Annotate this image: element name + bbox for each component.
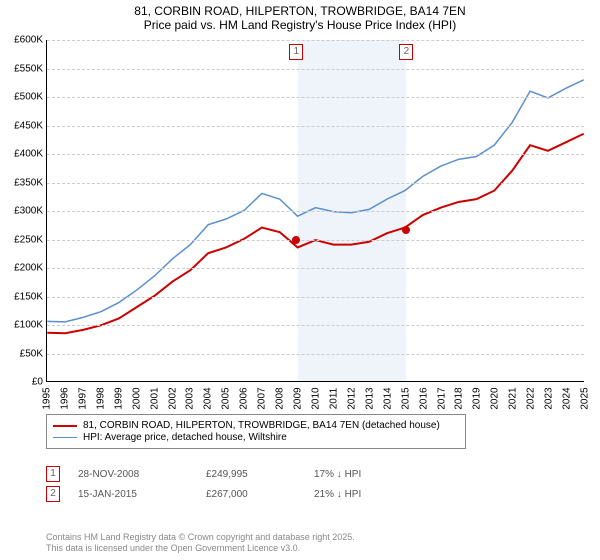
x-axis-label: 2017 bbox=[436, 387, 447, 409]
x-axis-label: 1997 bbox=[77, 387, 88, 409]
gridline bbox=[47, 240, 584, 241]
sale-marker-mini: 2 bbox=[46, 486, 60, 502]
y-axis-label: £50K bbox=[20, 348, 43, 359]
x-axis-label: 2016 bbox=[418, 387, 429, 409]
y-axis-label: £300K bbox=[14, 206, 43, 217]
x-axis-label: 2024 bbox=[562, 387, 573, 409]
sale-marker-box: 2 bbox=[399, 44, 413, 60]
gridline bbox=[47, 268, 584, 269]
gridline bbox=[47, 154, 584, 155]
gridline bbox=[47, 297, 584, 298]
legend-swatch bbox=[53, 437, 77, 438]
x-axis-label: 2009 bbox=[293, 387, 304, 409]
x-axis-label: 1999 bbox=[113, 387, 124, 409]
footer-copyright: Contains HM Land Registry data © Crown c… bbox=[46, 532, 355, 543]
y-axis-label: £350K bbox=[14, 177, 43, 188]
x-axis-label: 2012 bbox=[346, 387, 357, 409]
sale-date: 15-JAN-2015 bbox=[78, 489, 188, 500]
gridline bbox=[47, 97, 584, 98]
y-axis-label: £150K bbox=[14, 291, 43, 302]
x-axis-label: 2004 bbox=[203, 387, 214, 409]
x-axis-label: 2010 bbox=[311, 387, 322, 409]
legend-label: HPI: Average price, detached house, Wilt… bbox=[83, 432, 287, 443]
x-axis-label: 2000 bbox=[131, 387, 142, 409]
gridline bbox=[47, 126, 584, 127]
gridline bbox=[47, 211, 584, 212]
sale-price: £249,995 bbox=[206, 469, 296, 480]
y-axis-label: £200K bbox=[14, 263, 43, 274]
x-axis-label: 2025 bbox=[580, 387, 591, 409]
y-axis-label: £550K bbox=[14, 63, 43, 74]
y-axis-label: £450K bbox=[14, 120, 43, 131]
gridline bbox=[47, 354, 584, 355]
x-axis-label: 2021 bbox=[508, 387, 519, 409]
x-axis-label: 1996 bbox=[59, 387, 70, 409]
title-address: 81, CORBIN ROAD, HILPERTON, TROWBRIDGE, … bbox=[0, 4, 600, 18]
sale-hpi-delta: 21% ↓ HPI bbox=[314, 489, 434, 500]
x-axis-label: 2001 bbox=[149, 387, 160, 409]
sale-marker-dot bbox=[402, 226, 410, 234]
sale-marker-box: 1 bbox=[289, 44, 303, 60]
chart-area: £0£50K£100K£150K£200K£250K£300K£350K£400… bbox=[46, 40, 584, 382]
y-axis-label: £500K bbox=[14, 92, 43, 103]
y-axis-label: £0 bbox=[32, 377, 43, 388]
x-axis-label: 2006 bbox=[239, 387, 250, 409]
sales-table: 1 28-NOV-2008 £249,995 17% ↓ HPI 2 15-JA… bbox=[46, 462, 566, 506]
x-axis-label: 2022 bbox=[526, 387, 537, 409]
sale-hpi-delta: 17% ↓ HPI bbox=[314, 469, 434, 480]
legend-item: HPI: Average price, detached house, Wilt… bbox=[53, 432, 459, 443]
sales-row: 2 15-JAN-2015 £267,000 21% ↓ HPI bbox=[46, 486, 566, 502]
gridline bbox=[47, 40, 584, 41]
series-price_paid bbox=[47, 134, 583, 333]
sale-date: 28-NOV-2008 bbox=[78, 469, 188, 480]
sale-price: £267,000 bbox=[206, 489, 296, 500]
legend-swatch bbox=[53, 425, 77, 427]
x-axis-label: 2014 bbox=[382, 387, 393, 409]
sale-marker-dot bbox=[292, 236, 300, 244]
title-subtitle: Price paid vs. HM Land Registry's House … bbox=[0, 18, 600, 32]
x-axis-label: 2015 bbox=[400, 387, 411, 409]
series-hpi bbox=[47, 80, 583, 322]
gridline bbox=[47, 325, 584, 326]
sales-row: 1 28-NOV-2008 £249,995 17% ↓ HPI bbox=[46, 466, 566, 482]
x-axis-label: 1998 bbox=[95, 387, 106, 409]
y-axis-label: £600K bbox=[14, 35, 43, 46]
x-axis-label: 2013 bbox=[364, 387, 375, 409]
x-axis-label: 2008 bbox=[275, 387, 286, 409]
x-axis-label: 2003 bbox=[185, 387, 196, 409]
legend-box: 81, CORBIN ROAD, HILPERTON, TROWBRIDGE, … bbox=[46, 414, 466, 449]
x-axis-label: 2019 bbox=[472, 387, 483, 409]
gridline bbox=[47, 69, 584, 70]
x-axis-label: 2007 bbox=[257, 387, 268, 409]
x-axis-label: 2005 bbox=[221, 387, 232, 409]
legend-label: 81, CORBIN ROAD, HILPERTON, TROWBRIDGE, … bbox=[83, 420, 440, 431]
title-block: 81, CORBIN ROAD, HILPERTON, TROWBRIDGE, … bbox=[0, 0, 600, 34]
footer: Contains HM Land Registry data © Crown c… bbox=[46, 532, 355, 555]
y-axis-label: £100K bbox=[14, 320, 43, 331]
x-axis-label: 2011 bbox=[328, 388, 339, 410]
footer-licence: This data is licensed under the Open Gov… bbox=[46, 543, 355, 554]
x-axis-label: 2018 bbox=[454, 387, 465, 409]
sale-marker-mini: 1 bbox=[46, 466, 60, 482]
gridline bbox=[47, 183, 584, 184]
x-axis-label: 2002 bbox=[167, 387, 178, 409]
legend-item: 81, CORBIN ROAD, HILPERTON, TROWBRIDGE, … bbox=[53, 420, 459, 431]
y-axis-label: £250K bbox=[14, 234, 43, 245]
x-axis-label: 1995 bbox=[42, 387, 53, 409]
chart-container: 81, CORBIN ROAD, HILPERTON, TROWBRIDGE, … bbox=[0, 0, 600, 560]
x-axis-label: 2023 bbox=[544, 387, 555, 409]
x-axis-label: 2020 bbox=[490, 387, 501, 409]
y-axis-label: £400K bbox=[14, 149, 43, 160]
